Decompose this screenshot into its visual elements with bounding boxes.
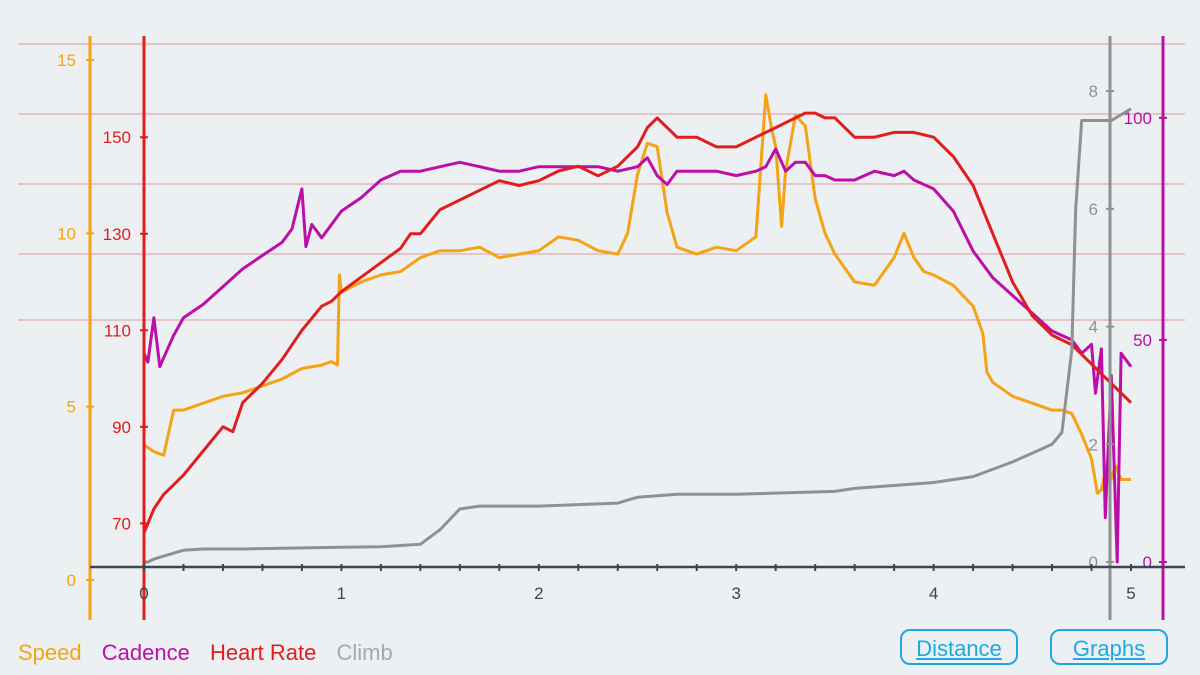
x-axis-tick-label: 0 (139, 584, 148, 603)
speed-tick-label: 5 (67, 398, 76, 417)
series-cadence (142, 147, 1133, 564)
x-axis-tick-label: 1 (337, 584, 346, 603)
heart-rate-tick-label: 110 (104, 321, 131, 340)
legend-item-cadence: Cadence (101, 640, 190, 665)
series-heart-rate (142, 111, 1133, 534)
grid-lines (18, 43, 1185, 321)
climb-tick-label: 2 (1089, 435, 1098, 454)
speed-tick-label: 0 (67, 571, 76, 590)
x-axis-tick-label: 3 (731, 584, 740, 603)
series-speed (143, 93, 1131, 495)
series-climb (144, 107, 1132, 564)
climb-tick-label: 4 (1089, 318, 1098, 337)
legend-item-heart-rate: Heart Rate (209, 640, 317, 665)
graphs-button[interactable]: Graphs (1050, 629, 1168, 665)
legend-item-speed: Speed (18, 640, 82, 665)
heart-rate-tick-label: 150 (103, 128, 131, 147)
climb-tick-label: 8 (1089, 82, 1098, 101)
legend-item-climb: Climb (336, 640, 393, 665)
climb-tick-label: 0 (1089, 553, 1098, 572)
x-axis-tick-label: 5 (1126, 584, 1135, 603)
speed-tick-label: 15 (57, 51, 76, 70)
heart-rate-tick-label: 90 (112, 418, 131, 437)
climb-tick-label: 6 (1089, 200, 1098, 219)
legend: Speed Cadence Heart Rate Climb (18, 640, 407, 666)
cadence-tick-label: 50 (1133, 331, 1152, 350)
series-lines (142, 93, 1133, 564)
heart-rate-tick-label: 70 (112, 514, 131, 533)
cadence-tick-label: 0 (1143, 553, 1152, 572)
distance-button[interactable]: Distance (900, 629, 1018, 665)
x-axis-tick-label: 4 (929, 584, 938, 603)
heart-rate-tick-label: 130 (103, 225, 131, 244)
speed-tick-label: 10 (57, 224, 76, 243)
x-axis-tick-label: 2 (534, 584, 543, 603)
cadence-tick-label: 100 (1124, 109, 1152, 128)
